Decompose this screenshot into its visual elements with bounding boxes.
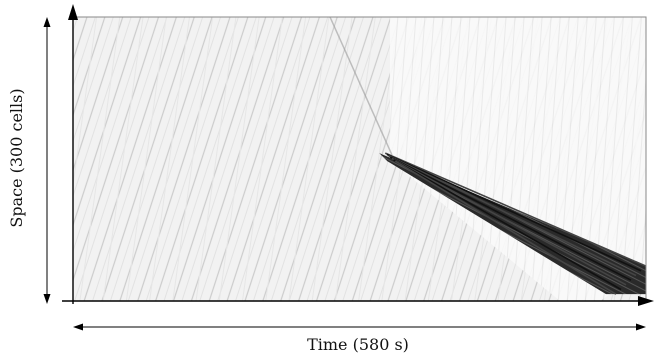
time-arrow-right-icon [636,323,646,331]
dark-band-streak [384,152,646,267]
dark-band-streak [394,160,617,295]
time-arrow-left-icon [73,323,83,331]
dark-band-layer [379,152,646,295]
x-axis-label: Time (580 s) [307,335,409,354]
heatmap-area [73,17,646,301]
heatmap-faint-front [329,17,393,156]
space-arrow-top-icon [43,17,51,27]
y-axis-label: Space (300 cells) [7,88,26,227]
dark-band-streak [393,159,622,291]
axes [62,4,654,306]
space-arrow-bottom-icon [43,294,51,304]
dark-band-streak [389,156,632,281]
space-extent-arrow [43,17,51,304]
dark-band-streak [386,153,642,272]
time-extent-arrow [73,323,646,331]
dark-band-streak [391,157,627,286]
y-axis-arrow-icon [68,4,78,20]
heatmap-light-region [390,17,646,301]
dark-band-streak [388,155,637,277]
x-axis-arrow-icon [638,296,654,306]
